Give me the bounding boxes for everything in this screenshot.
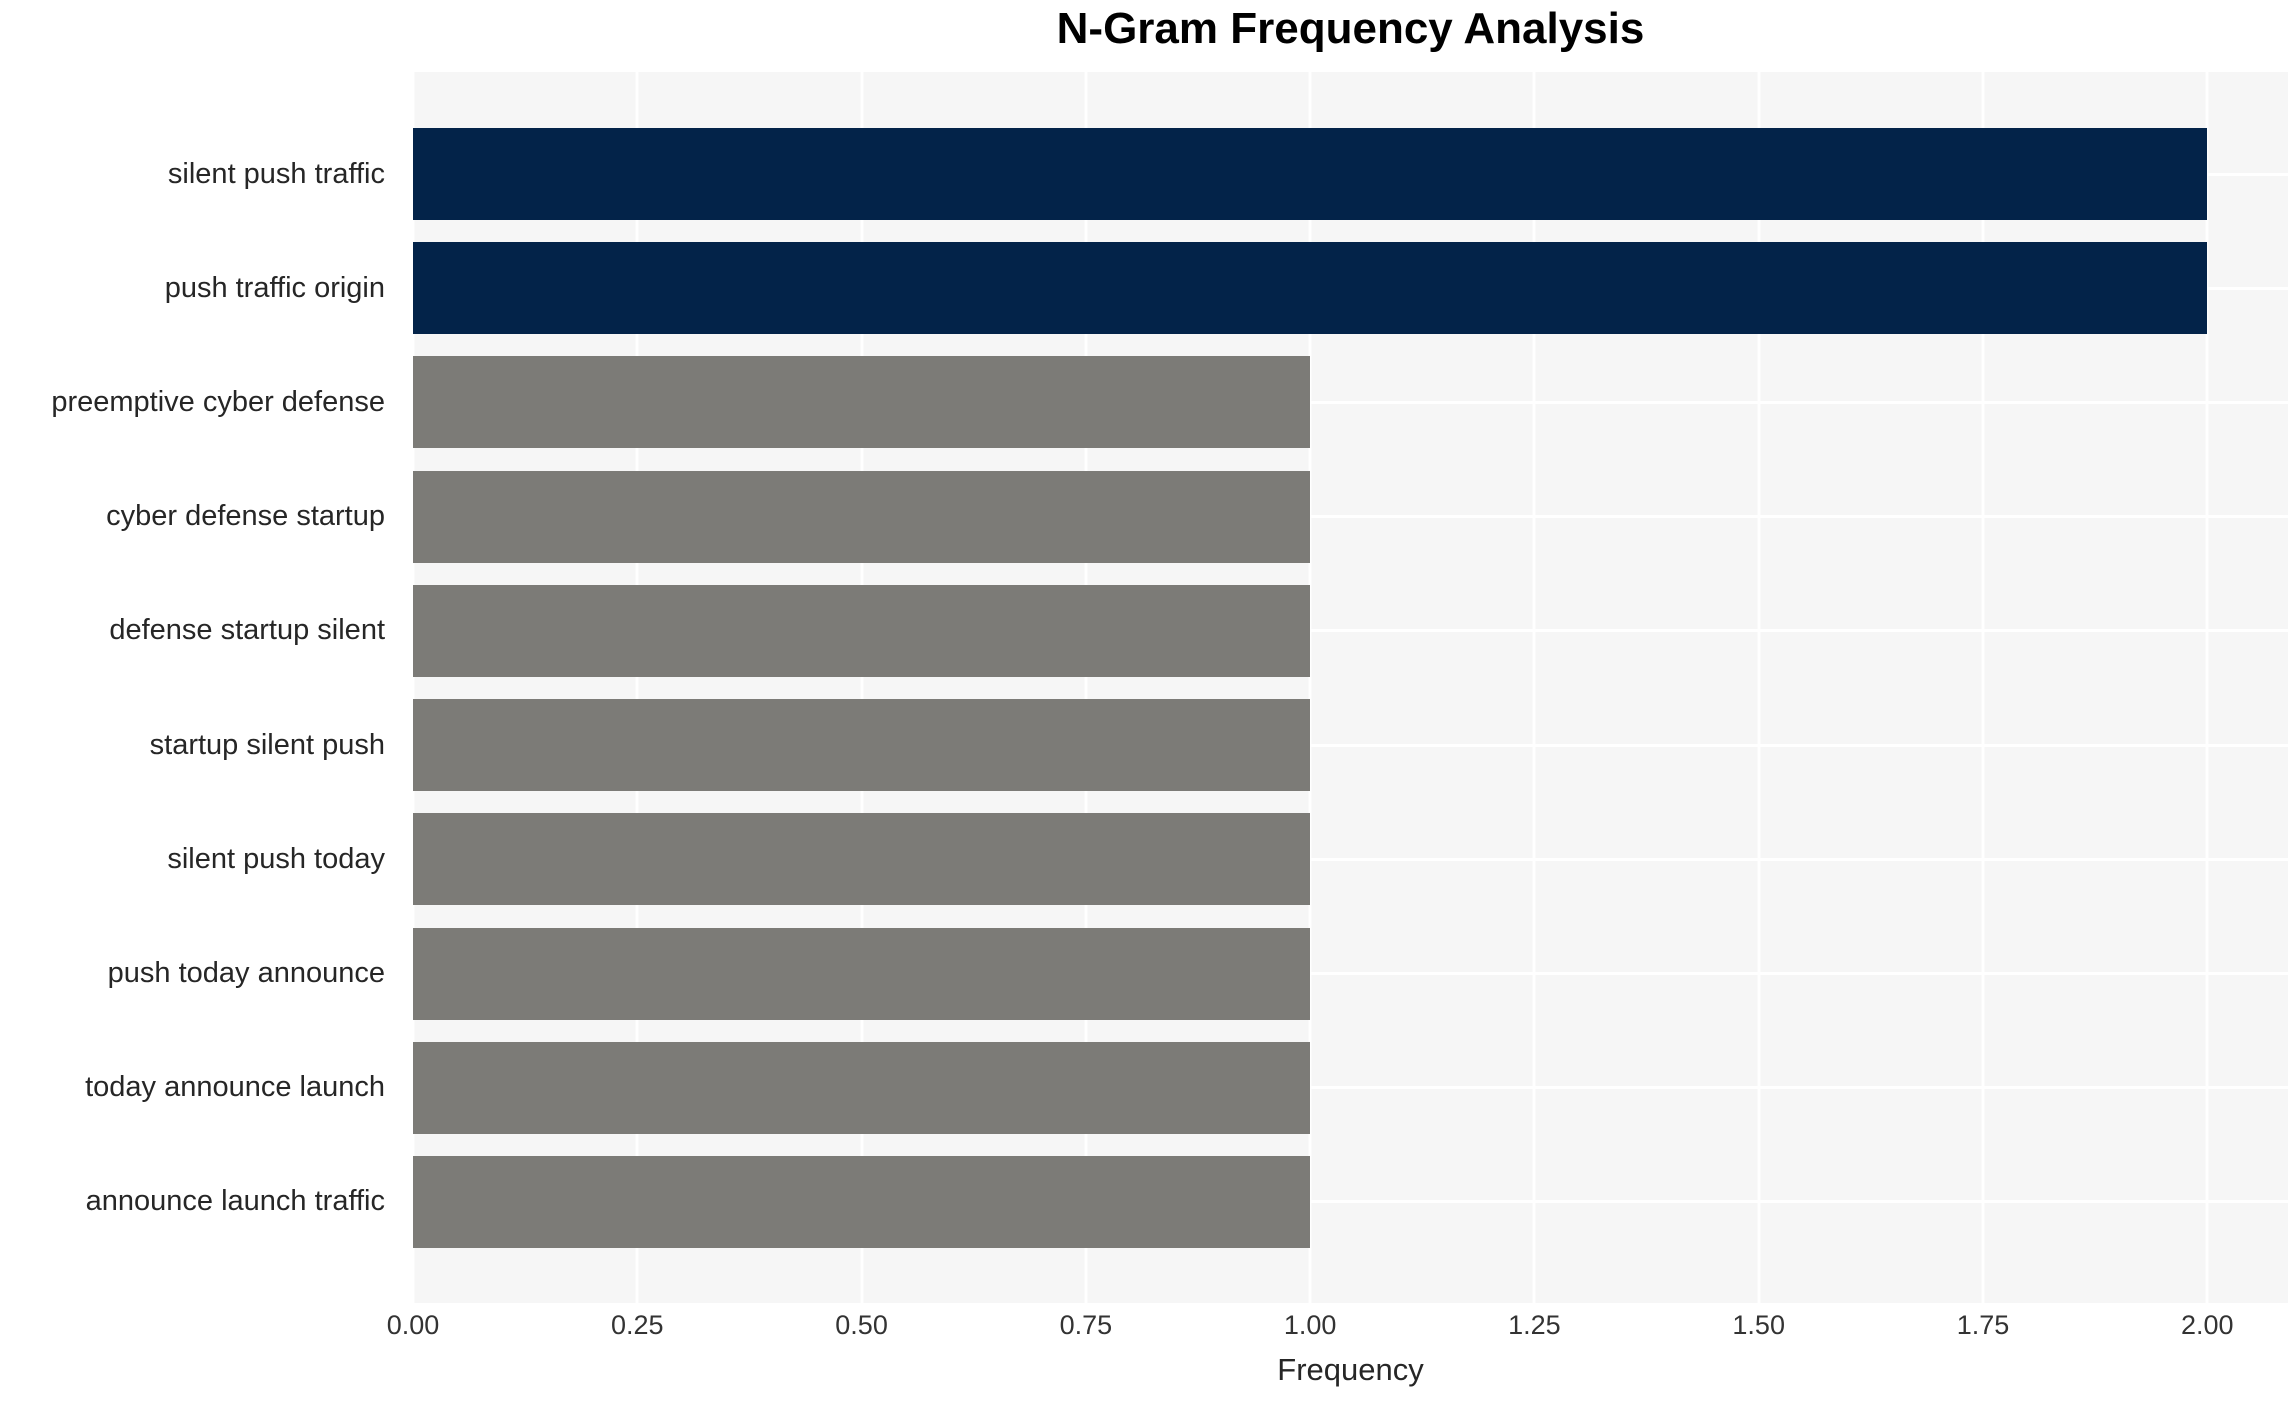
x-tick-label: 0.00 — [386, 1310, 440, 1340]
v-gridline — [860, 72, 864, 1303]
x-tick-label: 0.75 — [1059, 1310, 1113, 1340]
v-gridline — [411, 72, 415, 1303]
h-gridline — [413, 515, 2288, 519]
v-gridline — [1308, 72, 1312, 1303]
y-tick-label: today announce launch — [85, 1071, 385, 1104]
bar-silent-push-traffic — [413, 128, 2208, 220]
bar-row — [413, 1041, 2288, 1134]
v-gridline — [1981, 72, 1985, 1303]
bar-row — [413, 1155, 2288, 1248]
h-gridline — [413, 857, 2288, 861]
bar-silent-push-today — [413, 813, 1311, 906]
y-tick-label: push today announce — [107, 957, 385, 990]
chart-title: N-Gram Frequency Analysis — [1056, 4, 1645, 53]
x-tick-label: 1.25 — [1508, 1310, 1561, 1340]
bar-row — [413, 584, 2288, 677]
y-tick-label: silent push today — [167, 842, 385, 875]
x-tick-label: 2.00 — [2180, 1310, 2234, 1340]
h-gridline — [413, 1200, 2288, 1204]
y-tick-label: silent push traffic — [167, 157, 385, 190]
y-tick-label: defense startup silent — [109, 614, 385, 647]
y-tick-label: cyber defense startup — [106, 500, 385, 533]
x-tick-label: 0.50 — [835, 1310, 888, 1340]
bars-container — [413, 128, 2288, 1248]
h-gridline — [413, 1086, 2288, 1090]
v-gridline — [1757, 72, 1761, 1303]
y-tick-label: startup silent push — [149, 728, 385, 761]
bar-row — [413, 128, 2288, 220]
bar-defense-startup-silent — [413, 584, 1311, 677]
x-axis-title: Frequency — [1277, 1352, 1424, 1387]
y-tick-label: preemptive cyber defense — [51, 385, 385, 418]
plot-area — [411, 72, 2288, 1303]
y-tick-label: announce launch traffic — [85, 1185, 385, 1218]
bar-push-traffic-origin — [413, 242, 2208, 335]
v-gridline — [1532, 72, 1536, 1303]
bar-row — [413, 699, 2288, 792]
bar-today-announce-launch — [413, 1041, 1311, 1134]
x-tick-label: 1.50 — [1732, 1310, 1785, 1340]
h-gridline — [413, 629, 2288, 633]
bar-row — [413, 356, 2288, 449]
bar-cyber-defense-startup — [413, 470, 1311, 563]
h-gridline — [413, 400, 2288, 404]
x-tick-label: 1.00 — [1283, 1310, 1337, 1340]
x-axis-ticks: 0.00 0.25 0.50 0.75 1.00 1.25 1.50 1.75 2.00 — [387, 1310, 2288, 1344]
y-tick-label: push traffic origin — [164, 271, 385, 304]
x-tick-label: 0.25 — [611, 1310, 664, 1340]
v-gridline — [2205, 72, 2209, 1303]
bar-push-today-announce — [413, 927, 1311, 1020]
bar-row — [413, 813, 2288, 906]
x-tick-label: 1.75 — [1956, 1310, 2010, 1340]
bar-startup-silent-push — [413, 699, 1311, 792]
y-axis-labels: silent push traffic push traffic origin pr… — [0, 128, 399, 1248]
h-gridline — [413, 972, 2288, 976]
bar-preemptive-cyber-defense — [413, 356, 1311, 449]
v-gridline — [1084, 72, 1088, 1303]
bar-row — [413, 470, 2288, 563]
v-gridline — [635, 72, 639, 1303]
bar-row — [413, 242, 2288, 335]
bar-announce-launch-traffic — [413, 1155, 1311, 1248]
h-gridline — [413, 743, 2288, 747]
bar-row — [413, 927, 2288, 1020]
